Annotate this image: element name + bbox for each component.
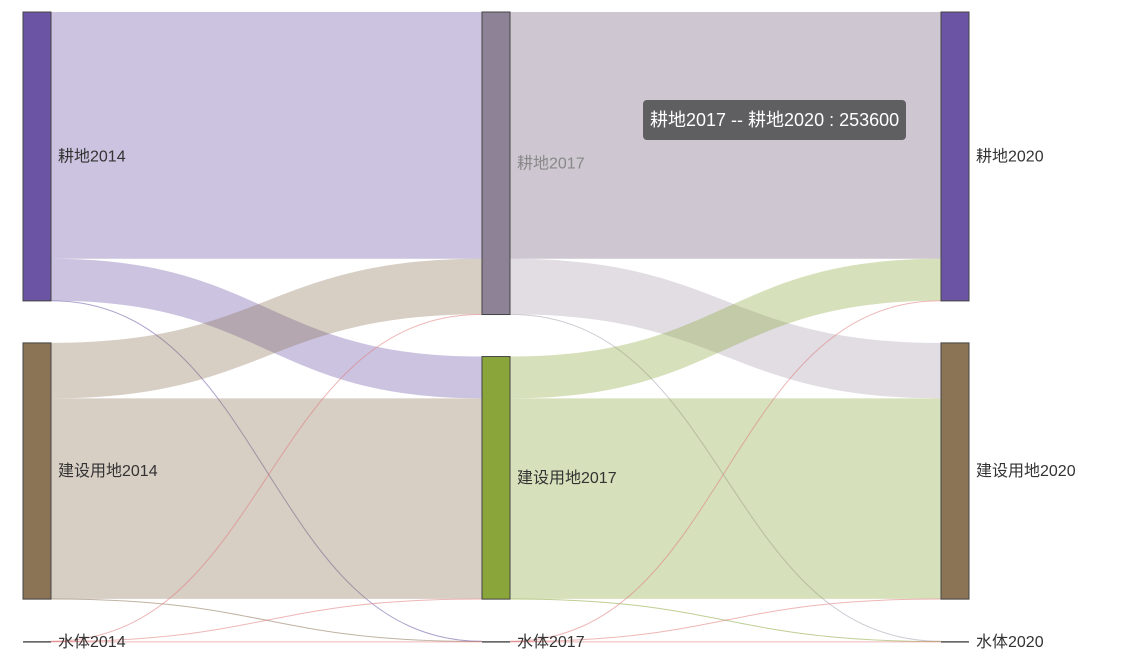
sankey-node-label: 水体2014 bbox=[58, 633, 126, 651]
sankey-node[interactable] bbox=[23, 641, 51, 643]
sankey-node-label: 建设用地2014 bbox=[58, 462, 158, 480]
sankey-nodes bbox=[22, 11, 970, 643]
sankey-link[interactable] bbox=[510, 258, 941, 399]
sankey-link[interactable] bbox=[51, 398, 482, 599]
sankey-link[interactable] bbox=[510, 398, 941, 599]
sankey-node[interactable] bbox=[22, 11, 52, 302]
sankey-link[interactable] bbox=[51, 12, 482, 259]
sankey-node[interactable] bbox=[481, 11, 511, 316]
sankey-node-label: 耕地2017 bbox=[517, 154, 585, 172]
sankey-node-label: 水体2017 bbox=[517, 633, 585, 651]
sankey-node[interactable] bbox=[22, 342, 52, 600]
sankey-link[interactable] bbox=[50, 598, 483, 643]
sankey-node-label: 耕地2020 bbox=[976, 147, 1044, 165]
sankey-link[interactable] bbox=[509, 313, 942, 642]
sankey-node[interactable] bbox=[940, 342, 970, 600]
sankey-node[interactable] bbox=[482, 641, 510, 643]
sankey-link[interactable] bbox=[510, 258, 941, 399]
sankey-link[interactable] bbox=[50, 300, 483, 642]
sankey-node[interactable] bbox=[481, 356, 511, 600]
sankey-link[interactable] bbox=[509, 598, 942, 643]
sankey-node-label: 耕地2014 bbox=[58, 147, 126, 165]
sankey-link[interactable] bbox=[50, 313, 483, 642]
sankey-link[interactable] bbox=[51, 258, 482, 399]
link-tooltip: 耕地2017 -- 耕地2020 : 253600 bbox=[643, 100, 907, 140]
sankey-link[interactable] bbox=[509, 300, 942, 642]
sankey-node-label: 建设用地2020 bbox=[976, 462, 1076, 480]
sankey-links bbox=[50, 12, 942, 643]
sankey-labels: 耕地2014 建设用地2014 水体2014 耕地2017 建设用地2017 水体2017… bbox=[58, 147, 1076, 650]
sankey-node[interactable] bbox=[940, 11, 970, 302]
sankey-node-label: 建设用地2017 bbox=[517, 469, 617, 487]
sankey-node[interactable] bbox=[941, 641, 969, 643]
sankey-node-label: 水体2020 bbox=[976, 633, 1044, 651]
sankey-link[interactable] bbox=[51, 258, 482, 399]
